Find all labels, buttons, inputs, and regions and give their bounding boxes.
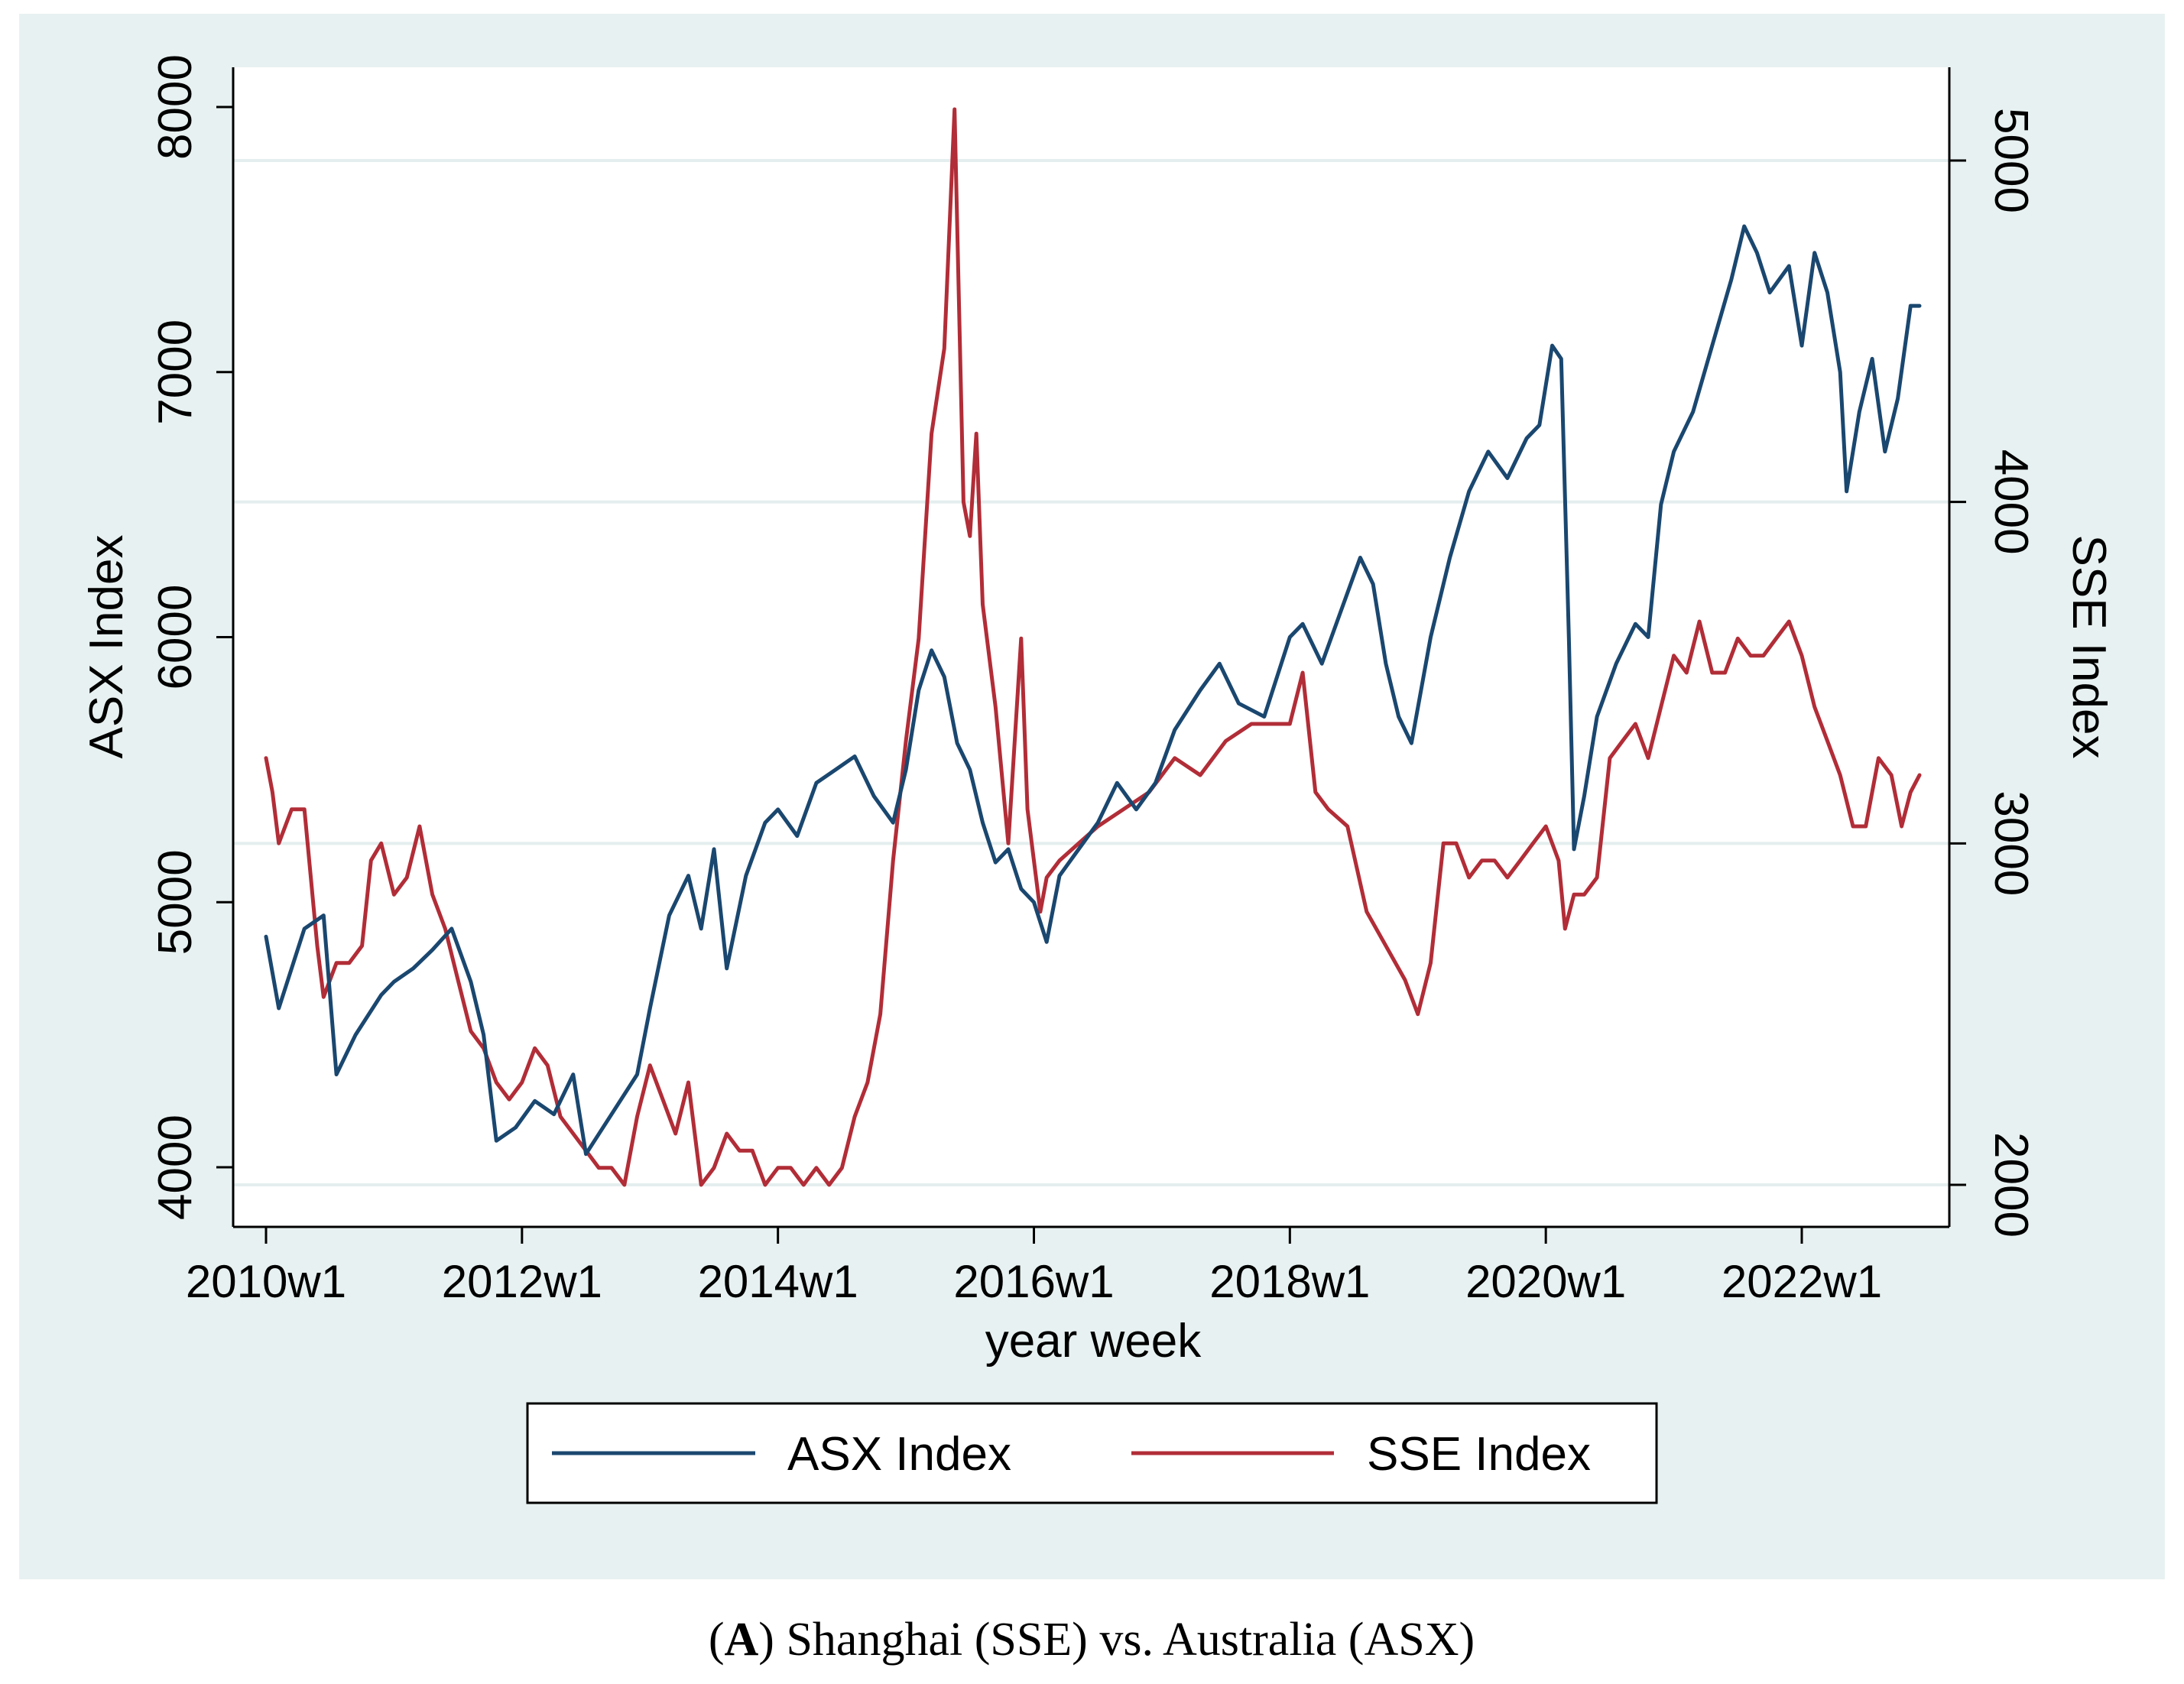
y-tick-label: 8000 [149, 54, 202, 160]
y2-tick-label: 5000 [1984, 108, 2037, 213]
y2-tick-label: 2000 [1984, 1132, 2037, 1238]
x-tick-label: 2014w1 [698, 1256, 858, 1307]
legend-label-asx: ASX Index [787, 1428, 1011, 1481]
x-tick-label: 2018w1 [1209, 1256, 1370, 1307]
figure-caption: (A) Shanghai (SSE) vs. Australia (ASX) [709, 1614, 1475, 1666]
y2-axis-title: SSE Index [2062, 535, 2115, 759]
y2-tick-label: 4000 [1984, 449, 2037, 555]
x-tick-label: 2020w1 [1465, 1256, 1626, 1307]
x-axis-title: year week [985, 1315, 1202, 1368]
x-tick-label: 2016w1 [953, 1256, 1114, 1307]
y2-tick-label: 3000 [1984, 790, 2037, 896]
y-tick-label: 7000 [149, 320, 202, 425]
y-tick-label: 5000 [149, 849, 202, 955]
x-tick-label: 2012w1 [442, 1256, 602, 1307]
x-tick-label: 2022w1 [1722, 1256, 1882, 1307]
y-axis-title: ASX Index [80, 535, 133, 759]
series-line-asx [264, 224, 1922, 1157]
y-tick-label: 4000 [149, 1115, 202, 1220]
series-layer [264, 107, 1922, 1187]
caption-text: Shanghai (SSE) vs. Australia (ASX) [774, 1614, 1475, 1666]
series-line-sse [264, 107, 1922, 1187]
legend-label-sse: SSE Index [1367, 1428, 1591, 1481]
plot-area [233, 67, 1949, 1227]
x-tick-label: 2010w1 [186, 1256, 346, 1307]
legend: ASX Index SSE Index [526, 1402, 1658, 1504]
y-tick-label: 6000 [149, 585, 202, 690]
axis-ticks: 2010w1 2012w1 2014w1 2016w1 2018w1 2020w1 2022… [149, 54, 2037, 1307]
caption-label: A [725, 1614, 759, 1666]
